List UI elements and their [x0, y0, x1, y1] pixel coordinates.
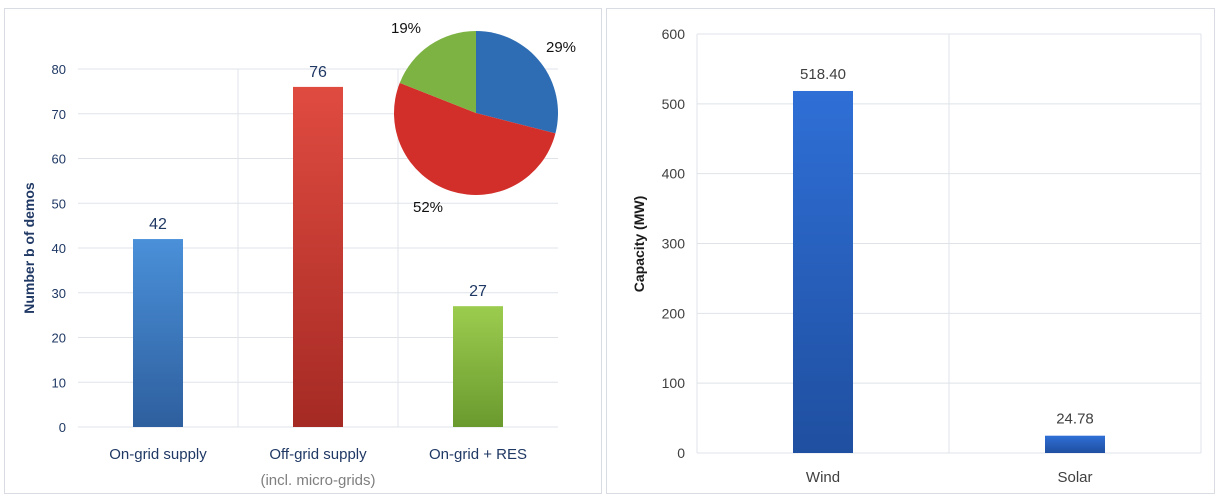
left-y-tick-label: 60: [52, 152, 66, 167]
right-chart-panel: [606, 8, 1215, 494]
left-y-tick-label: 80: [52, 62, 66, 77]
left-y-tick-label: 50: [52, 196, 66, 211]
right-bar-solar: [1045, 435, 1105, 453]
left-y-tick-label: 40: [52, 241, 66, 256]
right-y-tick-label: 300: [662, 236, 686, 252]
right-y-tick-label: 500: [662, 96, 686, 112]
left-y-tick-label: 0: [59, 420, 66, 435]
left-y-tick-label: 10: [52, 375, 66, 390]
right-y-tick-label: 0: [677, 445, 685, 461]
left-chart-labels: 0 10 20 30 40 50 60 70 80 42 On-grid supply 76 Off-g…: [21, 62, 527, 489]
pie-slice-label: 29%: [546, 39, 576, 56]
right-y-axis-label: Capacity (MW): [631, 196, 647, 292]
left-bar-2: [293, 86, 343, 428]
left-x-category-label: On-grid supply: [109, 446, 207, 463]
right-x-category-label: Solar: [1057, 469, 1092, 486]
left-x-category-label: On-grid + RES: [429, 446, 527, 463]
left-x-category-label: Off-grid supply: [269, 446, 367, 463]
left-y-axis-label: Number b of demos: [21, 182, 37, 314]
pie-slice-2: [393, 82, 556, 196]
right-bar-data-label: 518.40: [800, 66, 846, 83]
right-x-category-label: Wind: [806, 469, 840, 486]
left-y-tick-label: 20: [52, 331, 66, 346]
right-bar-wind: [793, 90, 853, 453]
left-y-tick-label: 70: [52, 107, 66, 122]
left-chart-bars: [133, 86, 503, 428]
right-chart-bars: [793, 90, 1105, 453]
left-bar-3: [453, 306, 503, 427]
right-bar-data-label: 24.78: [1056, 411, 1094, 428]
pie-slice-label: 52%: [413, 199, 443, 216]
left-bar-data-label: 76: [309, 64, 327, 81]
right-y-tick-label: 600: [662, 26, 686, 42]
left-bar-data-label: 27: [469, 283, 487, 300]
left-x-category-sublabel: (incl. micro-grids): [260, 472, 375, 489]
left-y-tick-label: 30: [52, 286, 66, 301]
left-bar-1: [133, 239, 183, 427]
pie-slice-1: [476, 31, 558, 134]
right-chart-gridlines: [696, 33, 1202, 454]
pie-slice-3: [399, 31, 476, 113]
pie-slice-label: 19%: [391, 20, 421, 37]
left-bar-data-label: 42: [149, 216, 167, 233]
right-y-tick-label: 400: [662, 166, 686, 182]
pie-chart: 29% 52% 19%: [391, 20, 576, 216]
right-chart-labels: 0 100 200 300 400 500 600 518.40 Wind 24.78 Solar C…: [631, 26, 1094, 486]
right-y-tick-label: 200: [662, 305, 686, 321]
right-y-tick-label: 100: [662, 375, 686, 391]
